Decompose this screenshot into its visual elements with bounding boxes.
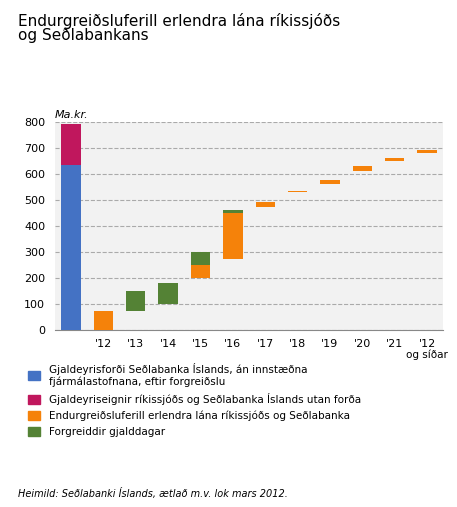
Bar: [61, 165, 81, 330]
Bar: [159, 285, 178, 304]
Bar: [385, 158, 404, 161]
Text: og Seðlabankans: og Seðlabankans: [18, 28, 149, 43]
Text: Heimild: Seðlabanki Íslands, ætlað m.v. lok mars 2012.: Heimild: Seðlabanki Íslands, ætlað m.v. …: [18, 488, 288, 499]
Bar: [353, 166, 372, 171]
Text: Endurgreiðsluferill erlendra lána ríkissjóðs: Endurgreiðsluferill erlendra lána ríkiss…: [18, 13, 340, 29]
Bar: [94, 311, 113, 330]
Legend: Gjaldeyrisforði Seðlabanka Íslands, án innstæðna
fjármálastofnana, eftir forgrei: Gjaldeyrisforði Seðlabanka Íslands, án i…: [24, 358, 365, 441]
Bar: [126, 304, 145, 311]
Bar: [320, 180, 340, 184]
Text: og síðar: og síðar: [406, 349, 448, 359]
Bar: [159, 283, 178, 304]
Bar: [223, 212, 243, 260]
Bar: [191, 251, 210, 265]
Bar: [223, 210, 243, 212]
Bar: [191, 265, 210, 278]
Bar: [255, 202, 275, 207]
Bar: [126, 291, 145, 311]
Text: Ma.kr.: Ma.kr.: [55, 110, 89, 120]
Bar: [417, 150, 437, 153]
Bar: [288, 191, 307, 192]
Bar: [61, 124, 81, 165]
